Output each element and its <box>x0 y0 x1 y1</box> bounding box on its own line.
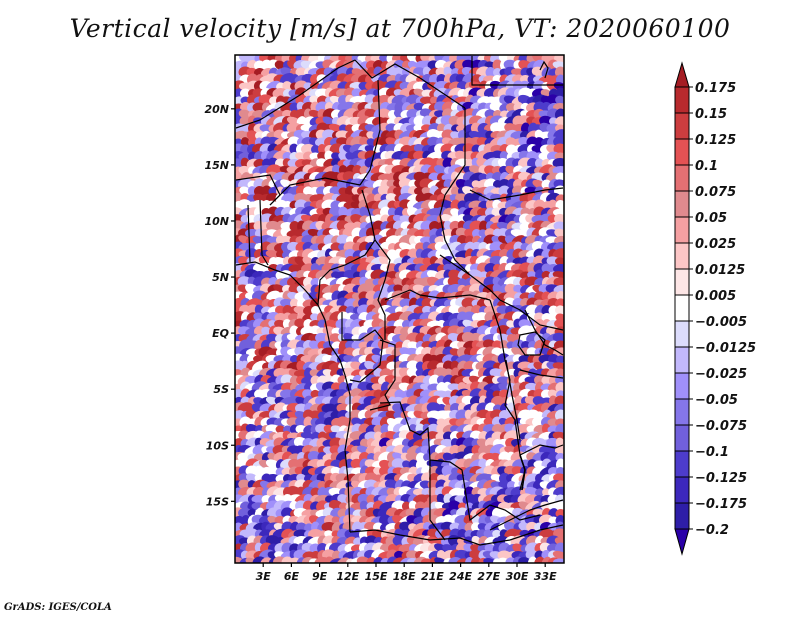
colorbar-label: 0.125 <box>695 133 736 148</box>
field-cell <box>555 257 564 266</box>
colorbar-label: −0.125 <box>695 471 747 486</box>
field-cell <box>493 68 502 77</box>
field-cell <box>309 179 322 190</box>
field-cell <box>534 291 545 302</box>
plot-title: Vertical velocity [m/s] at 700hPa, VT: 2… <box>69 14 731 43</box>
field-cell <box>492 59 503 72</box>
field-cell <box>519 292 532 301</box>
colorbar-box <box>674 268 690 296</box>
field-cell <box>289 221 300 232</box>
lon-tick-label: 24E <box>449 570 472 583</box>
field-cell <box>464 228 475 239</box>
colorbar-label: 0.025 <box>695 237 736 252</box>
field-cell <box>534 158 545 169</box>
colorbar-label: 0.1 <box>695 159 718 174</box>
field-cell <box>552 165 564 176</box>
field-cell <box>450 131 461 140</box>
field-cell <box>246 130 259 141</box>
colorbar-label: −0.0125 <box>695 341 756 356</box>
field-cell <box>472 229 481 238</box>
colorbar-label: 0.05 <box>695 211 727 226</box>
lat-tick-label: 20N <box>204 103 229 116</box>
colorbar-min-triangle <box>674 528 690 556</box>
colorbar-box <box>674 112 690 140</box>
colorbar-label: 0.075 <box>695 185 736 200</box>
colorbar-label: −0.175 <box>695 497 747 512</box>
field-cell <box>552 61 564 70</box>
lon-tick-label: 30E <box>506 570 529 583</box>
lon-tick-label: 3E <box>256 570 272 583</box>
lat-tick-label: 5S <box>213 383 229 396</box>
field-cell <box>555 194 564 203</box>
colorbar-box <box>674 86 690 114</box>
lon-tick-label: 15E <box>365 570 388 583</box>
colorbar-label: −0.2 <box>695 523 729 538</box>
latitude-axis: 20N 15N 10N 5N EQ 5S 10S 15S <box>204 103 235 508</box>
lat-tick-label: 15S <box>206 495 229 508</box>
field-cell <box>553 208 564 217</box>
colorbar-label: 0.005 <box>695 289 736 304</box>
colorbar-box <box>674 372 690 400</box>
lat-tick-label: EQ <box>212 327 229 340</box>
colorbar-label: 0.15 <box>695 107 727 122</box>
lon-tick-label: 33E <box>534 570 557 583</box>
colorbar-label: −0.05 <box>695 393 738 408</box>
velocity-field <box>235 55 564 563</box>
colorbar-box <box>674 294 690 322</box>
field-cell <box>311 145 320 154</box>
lon-tick-label: 18E <box>393 570 416 583</box>
colorbar-box <box>674 450 690 478</box>
colorbar-label: −0.025 <box>695 367 747 382</box>
colorbar-box <box>674 320 690 348</box>
field-cell <box>553 263 564 274</box>
field-cell <box>552 157 564 170</box>
colorbar-box <box>674 424 690 452</box>
lon-tick-label: 9E <box>312 570 328 583</box>
colorbar-box <box>674 190 690 218</box>
colorbar-label: −0.005 <box>695 315 747 330</box>
longitude-axis: 3E 6E 9E 12E 15E 18E 21E 24E 27E 30E 33E <box>256 563 557 583</box>
lat-tick-label: 10S <box>206 439 229 452</box>
colorbar-box <box>674 216 690 244</box>
field-cell <box>421 115 434 128</box>
colorbar: 0.175 0.15 0.125 0.1 0.075 0.05 0.025 0.0125 0.0… <box>674 61 756 556</box>
colorbar-max-triangle <box>674 61 690 88</box>
colorbar-box <box>674 502 690 530</box>
field-cell <box>360 68 369 77</box>
field-cell <box>255 131 264 140</box>
colorbar-box <box>674 398 690 426</box>
lat-tick-label: 10N <box>204 215 229 228</box>
colorbar-box <box>674 242 690 270</box>
field-cell <box>352 256 363 267</box>
grads-credit: GrADS: IGES/COLA <box>4 602 112 613</box>
lon-tick-label: 6E <box>284 570 300 583</box>
field-cell <box>240 88 251 99</box>
colorbar-label: −0.075 <box>695 419 747 434</box>
field-cell <box>450 186 461 197</box>
field-cell <box>387 207 398 218</box>
field-cell <box>478 220 489 233</box>
colorbar-label: 0.0125 <box>695 263 745 278</box>
lat-tick-label: 15N <box>204 159 229 172</box>
field-cell <box>555 74 564 85</box>
colorbar-box <box>674 346 690 374</box>
colorbar-box <box>674 164 690 192</box>
field-cell <box>555 95 564 106</box>
colorbar-box <box>674 476 690 504</box>
field-cell <box>485 67 496 78</box>
lat-tick-label: 5N <box>212 271 229 284</box>
field-cell <box>484 262 497 275</box>
field-cell <box>310 277 321 288</box>
colorbar-label: −0.1 <box>695 445 729 460</box>
colorbar-box <box>674 138 690 166</box>
field-cell <box>269 96 278 105</box>
lon-tick-label: 21E <box>421 570 444 583</box>
colorbar-label: 0.175 <box>695 81 736 96</box>
lon-tick-label: 27E <box>477 570 500 583</box>
lon-tick-label: 12E <box>336 570 359 583</box>
